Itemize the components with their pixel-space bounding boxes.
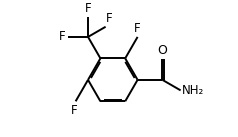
Text: F: F (71, 104, 78, 117)
Text: F: F (59, 30, 66, 43)
Text: F: F (134, 22, 141, 35)
Text: F: F (106, 12, 113, 25)
Text: F: F (85, 2, 91, 15)
Text: NH₂: NH₂ (182, 84, 204, 97)
Text: O: O (157, 44, 167, 57)
